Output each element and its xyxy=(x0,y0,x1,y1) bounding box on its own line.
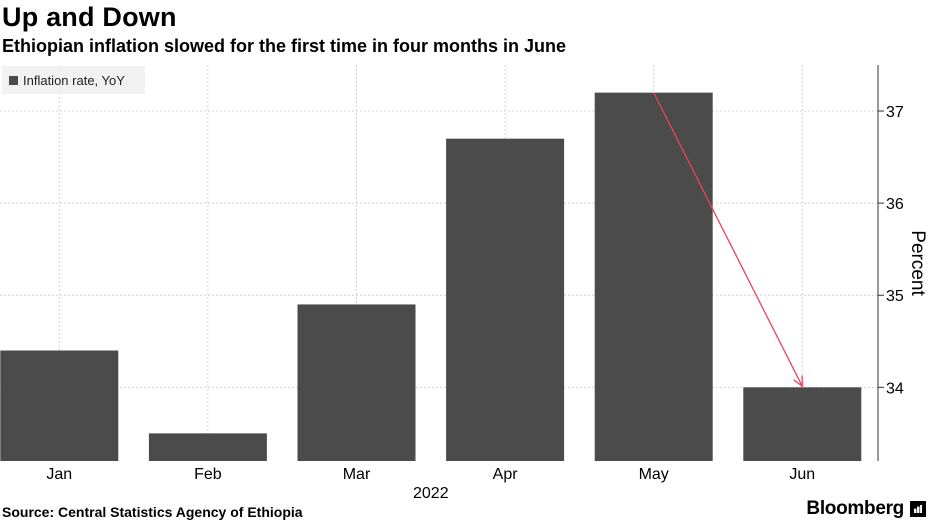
bar-mar xyxy=(297,304,416,461)
y-tick-label: 37 xyxy=(886,104,904,121)
y-tick-label: 35 xyxy=(886,288,904,305)
y-tick-label: 36 xyxy=(886,196,904,213)
bar-may xyxy=(594,92,713,462)
bar-apr xyxy=(446,138,565,461)
source-note: Source: Central Statistics Agency of Eth… xyxy=(2,504,303,520)
brand-name: Bloomberg xyxy=(806,498,904,519)
y-tick-label: 34 xyxy=(886,380,904,397)
x-tick-label: Mar xyxy=(343,466,371,483)
x-tick-label: Apr xyxy=(493,466,519,483)
legend: Inflation rate, YoY xyxy=(2,66,145,94)
x-tick-label: Feb xyxy=(194,466,222,483)
annotation-arrow-head xyxy=(793,375,803,388)
x-tick-label: May xyxy=(639,466,669,483)
brand-logo: Bloomberg xyxy=(806,498,926,520)
x-tick-label: Jun xyxy=(789,466,815,483)
annotation-arrow-line xyxy=(653,92,803,387)
x-tick-label: Jan xyxy=(46,466,72,483)
bar-feb xyxy=(148,433,267,461)
y-axis-label: Percent xyxy=(907,230,928,296)
chart-subtitle: Ethiopian inflation slowed for the first… xyxy=(2,36,567,56)
chart-title: Up and Down xyxy=(2,2,177,32)
bloomberg-mark-icon xyxy=(910,501,926,517)
legend-swatch xyxy=(9,75,18,85)
legend-label: Inflation rate, YoY xyxy=(23,72,125,88)
bar-jan xyxy=(0,350,119,461)
bar-jun xyxy=(743,387,862,461)
x-group-label: 2022 xyxy=(413,485,449,502)
